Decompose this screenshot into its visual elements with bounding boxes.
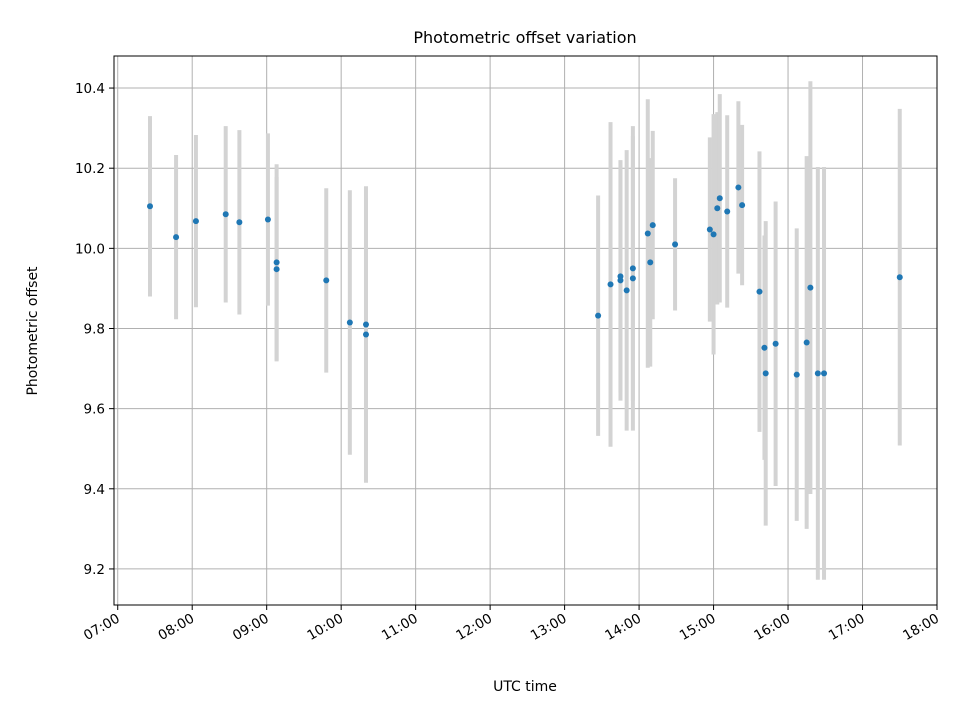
data-point xyxy=(821,370,828,377)
data-point xyxy=(623,287,630,294)
data-point xyxy=(761,344,768,351)
data-point xyxy=(362,331,369,338)
x-axis-label: UTC time xyxy=(493,679,557,695)
y-axis-label: Photometric offset xyxy=(25,266,41,396)
data-point xyxy=(222,211,229,218)
y-tick-label: 9.2 xyxy=(84,562,105,578)
data-point xyxy=(762,370,769,377)
data-point xyxy=(647,259,654,266)
data-point xyxy=(192,218,199,225)
y-tick-label: 9.8 xyxy=(84,321,105,337)
data-point xyxy=(649,222,656,229)
chart-title: Photometric offset variation xyxy=(413,28,636,47)
data-point xyxy=(617,273,624,280)
plot-area-frame xyxy=(113,55,938,606)
data-point xyxy=(146,203,153,210)
data-point xyxy=(716,195,723,202)
data-point xyxy=(323,277,330,284)
y-tick-label: 10.4 xyxy=(75,81,105,97)
y-tick-label: 10.2 xyxy=(75,161,105,177)
y-tick-label: 9.6 xyxy=(84,402,105,418)
y-tick-label: 10.0 xyxy=(75,241,105,257)
data-point xyxy=(264,216,271,223)
data-point xyxy=(173,234,180,241)
data-point xyxy=(714,205,721,212)
data-point xyxy=(236,219,243,226)
data-point xyxy=(644,230,651,237)
data-points xyxy=(146,184,903,378)
data-point xyxy=(814,370,821,377)
data-point xyxy=(807,284,814,291)
data-point xyxy=(896,274,903,281)
data-point xyxy=(772,340,779,347)
data-point xyxy=(710,231,717,238)
data-point xyxy=(706,226,713,233)
data-point xyxy=(739,202,746,209)
data-point xyxy=(346,319,353,326)
data-point xyxy=(756,288,763,295)
data-point xyxy=(595,312,602,319)
data-point xyxy=(607,281,614,288)
y-tick-label: 9.4 xyxy=(84,482,105,498)
data-point xyxy=(724,208,731,215)
data-point xyxy=(629,265,636,272)
data-point xyxy=(793,371,800,378)
data-point xyxy=(735,184,742,191)
data-point xyxy=(672,241,679,248)
data-point xyxy=(803,339,810,346)
data-point xyxy=(629,275,636,282)
data-point xyxy=(273,266,280,273)
data-point xyxy=(273,259,280,266)
data-point xyxy=(362,321,369,328)
